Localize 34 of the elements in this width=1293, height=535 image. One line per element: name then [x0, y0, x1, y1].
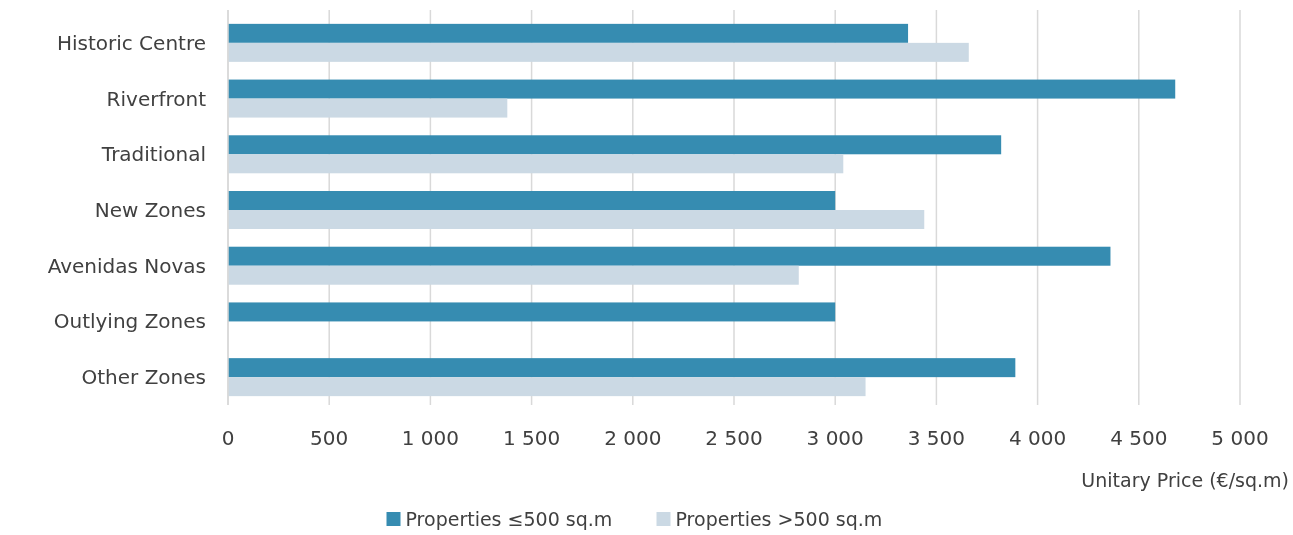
bar	[228, 98, 508, 118]
x-tick-label: 0	[221, 426, 235, 450]
x-tick-label: 3 000	[806, 426, 864, 450]
bar	[228, 42, 969, 62]
x-axis-title: Unitary Price (€/sq.m)	[1081, 469, 1289, 491]
bar	[228, 377, 866, 397]
bar	[228, 23, 909, 43]
y-tick-label: Traditional	[100, 142, 206, 167]
x-tick-label: 2 500	[705, 426, 763, 450]
bar	[228, 135, 1002, 155]
y-tick-label: Other Zones	[81, 365, 206, 390]
legend-label: Properties >500 sq.m	[675, 507, 883, 530]
x-tick-label: 3 500	[907, 426, 966, 450]
x-tick-label: 1 500	[502, 426, 561, 450]
bar	[228, 302, 836, 322]
bar	[228, 265, 799, 285]
bar	[228, 210, 925, 229]
x-tick-label: 4 000	[1008, 426, 1067, 450]
bar	[228, 154, 844, 174]
x-tick-label: 1 000	[401, 426, 460, 450]
y-tick-label: Riverfront	[106, 86, 207, 111]
y-tick-label: Outlying Zones	[53, 309, 206, 334]
y-tick-label: Historic Centre	[56, 30, 206, 55]
x-tick-label: 4 500	[1110, 426, 1168, 450]
y-tick-label: New Zones	[94, 198, 206, 222]
bar	[228, 191, 836, 210]
x-tick-label: 2 000	[604, 426, 662, 450]
bar	[228, 79, 1176, 99]
bar	[228, 246, 1111, 266]
bar	[228, 358, 1016, 378]
x-tick-label: 500	[310, 426, 349, 450]
y-tick-label: Avenidas Novas	[47, 253, 206, 278]
x-tick-label: 5 000	[1211, 426, 1269, 450]
legend-label: Properties ≤500 sq.m	[405, 507, 613, 530]
